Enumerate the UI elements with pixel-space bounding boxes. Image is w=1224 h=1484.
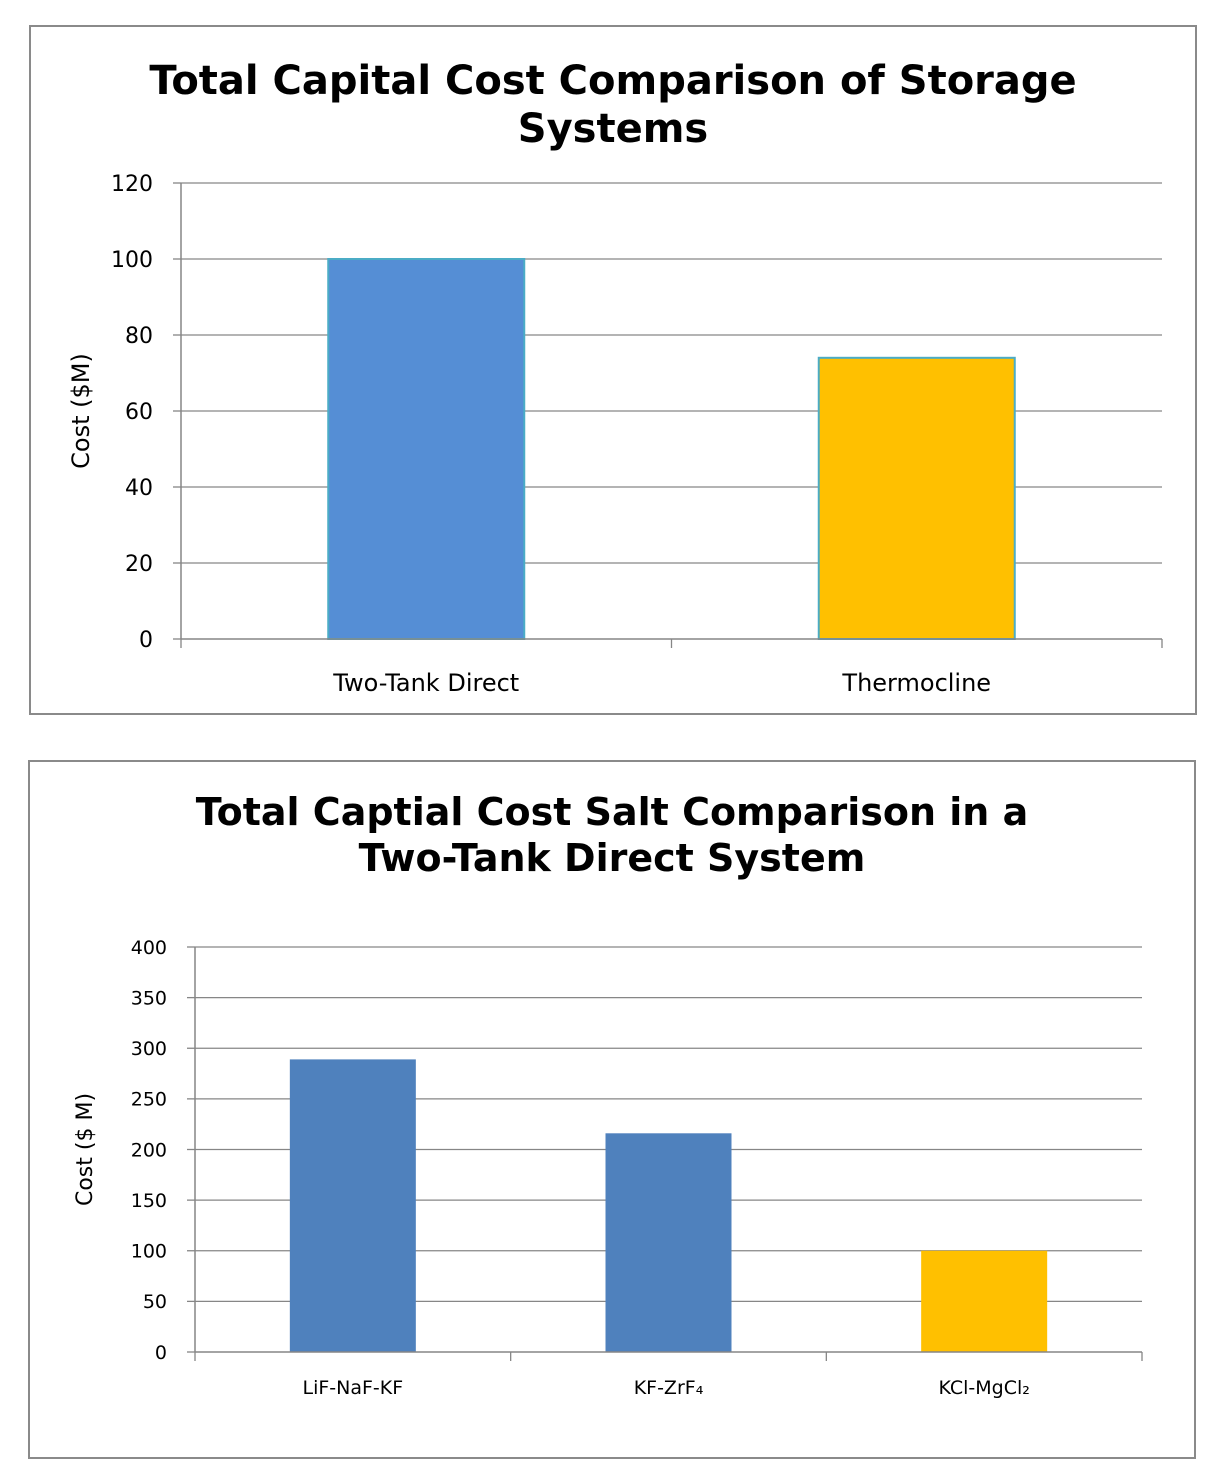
y-tick-label: 100 — [111, 248, 153, 273]
y-tick-label: 200 — [131, 1139, 167, 1161]
bar-lif-naf-kf — [289, 1059, 416, 1352]
y-tick-label: 150 — [131, 1190, 167, 1212]
x-category-label: KF-ZrF₄ — [634, 1377, 704, 1399]
y-tick-label: 300 — [131, 1038, 167, 1060]
y-axis-title: Cost ($M) — [67, 353, 95, 469]
y-tick-label: 80 — [125, 324, 153, 349]
y-tick-label: 250 — [131, 1089, 167, 1111]
capital-cost-plot: 0 20 40 60 80 100 120 Two-Tank Direct Thermoclin… — [67, 172, 1163, 697]
y-tick-label: 100 — [131, 1241, 167, 1263]
bar-thermocline — [817, 356, 1016, 640]
y-tick-label: 50 — [143, 1291, 167, 1313]
y-tick-label: 350 — [131, 987, 167, 1009]
chart-title: Total Capital Cost Comparison of Storage… — [31, 57, 1195, 153]
y-tick-label: 400 — [131, 937, 167, 959]
y-tick-label: 120 — [111, 172, 153, 197]
y-axis-title: Cost ($ M) — [73, 1093, 98, 1206]
salt-cost-chart: Total Captial Cost Salt Comparison in a … — [28, 760, 1196, 1459]
chart-title-line-2: Systems — [517, 106, 709, 152]
bar-two-tank-direct — [327, 258, 526, 640]
salt-cost-plot: 0 50 100 150 200 250 300 350 400 LiF-NaF-KF KF-ZrF… — [73, 937, 1143, 1399]
bar-kf-zrf — [605, 1133, 732, 1352]
chart-title-line-1: Total Capital Cost Comparison of Storage — [149, 58, 1077, 104]
y-tick-label: 20 — [125, 552, 153, 577]
x-category-label: Two-Tank Direct — [332, 669, 519, 697]
chart-title-line-2: Two-Tank Direct System — [358, 835, 866, 880]
y-tick-label: 0 — [139, 628, 153, 653]
y-tick-label: 0 — [155, 1342, 167, 1364]
chart-title: Total Captial Cost Salt Comparison in a … — [30, 790, 1194, 881]
x-category-label: Thermocline — [841, 669, 991, 697]
capital-cost-chart: Total Capital Cost Comparison of Storage… — [29, 25, 1197, 715]
x-category-label: KCl-MgCl₂ — [938, 1377, 1029, 1399]
x-category-label: LiF-NaF-KF — [302, 1377, 403, 1399]
y-tick-label: 40 — [125, 476, 153, 501]
chart-title-line-1: Total Captial Cost Salt Comparison in a — [195, 790, 1029, 834]
bar-kcl-mgcl — [921, 1250, 1048, 1352]
y-tick-label: 60 — [125, 400, 153, 425]
